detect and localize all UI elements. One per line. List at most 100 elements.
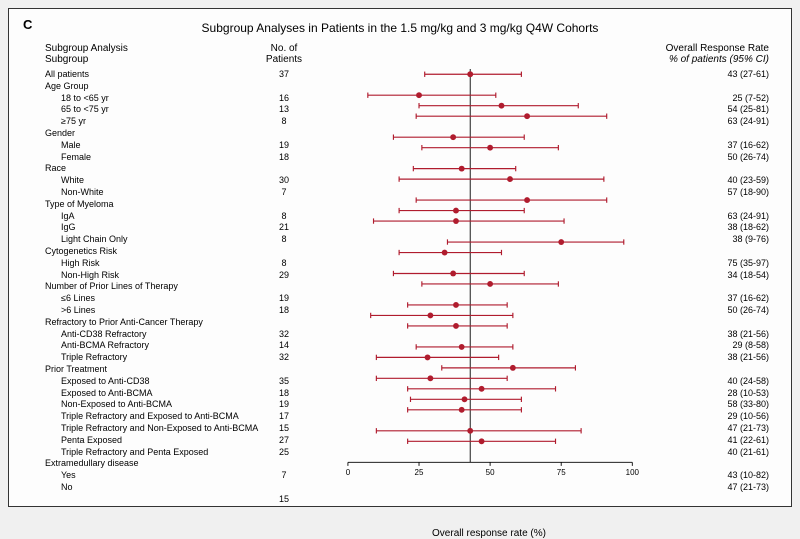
row-label: Refractory to Prior Anti-Cancer Therapy: [45, 317, 203, 329]
row-label: Male: [61, 140, 81, 152]
row-label: Light Chain Only: [61, 234, 128, 246]
row-label: Anti-BCMA Refractory: [61, 340, 149, 352]
row-n-patients: 8: [259, 211, 309, 223]
row-n-patients: 32: [259, 352, 309, 364]
subgroup-header: Extramedullary disease: [9, 458, 791, 470]
row-n-patients: 16: [259, 93, 309, 105]
row-label: Type of Myeloma: [45, 199, 114, 211]
row-orr-ci: 63 (24-91): [727, 211, 769, 223]
subgroup-row: 15: [9, 494, 791, 506]
subgroup-header: Prior Treatment: [9, 364, 791, 376]
subgroup-row: ≤6 Lines1937 (16-62): [9, 293, 791, 305]
row-label: High Risk: [61, 258, 100, 270]
subgroup-header: Race: [9, 163, 791, 175]
row-orr-ci: 38 (21-56): [727, 352, 769, 364]
subgroup-row: Penta Exposed2741 (22-61): [9, 435, 791, 447]
row-label: Triple Refractory: [61, 352, 127, 364]
subgroup-row: 65 to <75 yr1354 (25-81): [9, 104, 791, 116]
subgroup-row: Triple Refractory and Non-Exposed to Ant…: [9, 423, 791, 435]
row-label: Non-White: [61, 187, 104, 199]
subgroup-header: Type of Myeloma: [9, 199, 791, 211]
row-label: Triple Refractory and Non-Exposed to Ant…: [61, 423, 258, 435]
subgroup-row: No 47 (21-73): [9, 482, 791, 494]
row-n-patients: 7: [259, 470, 309, 482]
row-label: Extramedullary disease: [45, 458, 139, 470]
subgroup-row: Non-High Risk2934 (18-54): [9, 270, 791, 282]
row-label: No: [61, 482, 73, 494]
subgroup-row: >6 Lines1850 (26-74): [9, 305, 791, 317]
row-orr-ci: 40 (24-58): [727, 376, 769, 388]
subgroup-header: Gender: [9, 128, 791, 140]
header-n-line2: Patients: [259, 54, 309, 65]
row-label: All patients: [45, 69, 89, 81]
subgroup-row: Exposed to Anti-BCMA1828 (10-53): [9, 388, 791, 400]
row-orr-ci: 28 (10-53): [727, 388, 769, 400]
row-label: Race: [45, 163, 66, 175]
subgroup-header: Refractory to Prior Anti-Cancer Therapy: [9, 317, 791, 329]
row-n-patients: 32: [259, 329, 309, 341]
subgroup-header: Number of Prior Lines of Therapy: [9, 281, 791, 293]
row-orr-ci: 38 (9-76): [732, 234, 769, 246]
subgroup-row: Triple Refractory and Penta Exposed2540 …: [9, 447, 791, 459]
subgroup-row: ≥75 yr 8 63 (24-91): [9, 116, 791, 128]
row-n-patients: 7: [259, 187, 309, 199]
row-orr-ci: 50 (26-74): [727, 305, 769, 317]
subgroup-row: IgG2138 (18-62): [9, 222, 791, 234]
row-orr-ci: 47 (21-73): [727, 482, 769, 494]
subgroup-row: High Risk875 (35-97): [9, 258, 791, 270]
row-label: Anti-CD38 Refractory: [61, 329, 147, 341]
subgroup-row: Anti-CD38 Refractory3238 (21-56): [9, 329, 791, 341]
row-orr-ci: 43 (27-61): [727, 69, 769, 81]
row-n-patients: 30: [259, 175, 309, 187]
row-label: 18 to <65 yr: [61, 93, 109, 105]
x-axis-label: Overall response rate (%): [329, 528, 649, 539]
subgroup-row: Female 18 50 (26-74): [9, 152, 791, 164]
row-n-patients: 18: [259, 152, 309, 164]
row-label: Cytogenetics Risk: [45, 246, 117, 258]
row-label: Yes: [61, 470, 76, 482]
row-orr-ci: 38 (18-62): [727, 222, 769, 234]
subgroup-row: Male1937 (16-62): [9, 140, 791, 152]
row-label: Exposed to Anti-BCMA: [61, 388, 153, 400]
subgroup-row: Triple Refractory and Exposed to Anti-BC…: [9, 411, 791, 423]
row-label: Prior Treatment: [45, 364, 107, 376]
row-n-patients: 19: [259, 140, 309, 152]
header-orr-line1: Overall Response Rate: [666, 43, 769, 54]
row-label: ≤6 Lines: [61, 293, 95, 305]
row-orr-ci: 54 (25-81): [727, 104, 769, 116]
row-n-patients: 8: [259, 116, 309, 128]
header-orr-line2: % of patients (95% CI): [669, 54, 769, 65]
row-n-patients: 27: [259, 435, 309, 447]
header-subgroup-line2: Subgroup: [45, 54, 88, 65]
row-n-patients: 19: [259, 399, 309, 411]
row-label: Number of Prior Lines of Therapy: [45, 281, 178, 293]
forest-plot-panel: C Subgroup Analyses in Patients in the 1…: [8, 8, 792, 507]
row-orr-ci: 40 (23-59): [727, 175, 769, 187]
row-n-patients: 21: [259, 222, 309, 234]
subgroup-row: All patients3743 (27-61): [9, 69, 791, 81]
row-label: Gender: [45, 128, 75, 140]
row-n-patients: 17: [259, 411, 309, 423]
chart-title: Subgroup Analyses in Patients in the 1.5…: [9, 21, 791, 35]
header-n-line1: No. of: [259, 43, 309, 54]
row-orr-ci: 29 (10-56): [727, 411, 769, 423]
row-label: Female: [61, 152, 91, 164]
row-n-patients: 8: [259, 234, 309, 246]
row-n-patients: 29: [259, 270, 309, 282]
row-label: Triple Refractory and Exposed to Anti-BC…: [61, 411, 239, 423]
row-container: All patients3743 (27-61)Age Group18 to <…: [9, 69, 791, 505]
row-orr-ci: 63 (24-91): [727, 116, 769, 128]
subgroup-row: Exposed to Anti-CD383540 (24-58): [9, 376, 791, 388]
row-n-patients: 15: [259, 494, 309, 506]
row-orr-ci: 50 (26-74): [727, 152, 769, 164]
subgroup-row: 18 to <65 yr1625 (7-52): [9, 93, 791, 105]
subgroup-row: Non-White757 (18-90): [9, 187, 791, 199]
row-label: Triple Refractory and Penta Exposed: [61, 447, 208, 459]
row-label: Non-Exposed to Anti-BCMA: [61, 399, 172, 411]
subgroup-row: Yes743 (10-82): [9, 470, 791, 482]
row-label: IgA: [61, 211, 75, 223]
row-n-patients: 13: [259, 104, 309, 116]
row-orr-ci: 47 (21-73): [727, 423, 769, 435]
row-orr-ci: 41 (22-61): [727, 435, 769, 447]
row-label: ≥75 yr: [61, 116, 86, 128]
